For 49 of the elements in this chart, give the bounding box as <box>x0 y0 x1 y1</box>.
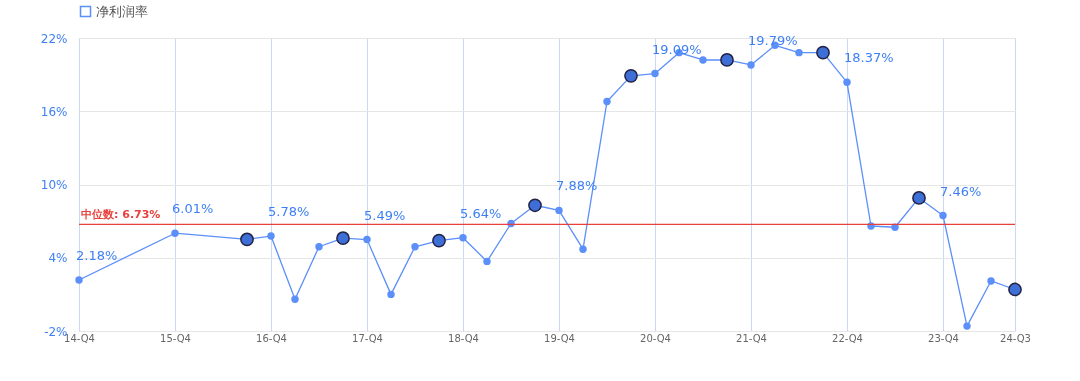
point <box>987 277 995 285</box>
x-tick-label: 16-Q4 <box>256 332 287 344</box>
point <box>315 243 323 251</box>
point <box>291 295 299 303</box>
x-tick-label: 22-Q4 <box>832 332 863 344</box>
x-tick-label: 19-Q4 <box>544 332 575 344</box>
x-tick-label: 23-Q4 <box>928 332 959 344</box>
data-label: 7.46% <box>940 183 982 199</box>
y-tick-label: 4% <box>48 251 68 266</box>
x-tick-label: 21-Q4 <box>736 332 767 344</box>
point <box>651 69 659 78</box>
data-label: 2.18% <box>76 247 118 263</box>
ref-line-label: 中位数: 6.73% <box>81 208 161 222</box>
data-label: 5.64% <box>460 205 502 221</box>
point <box>939 211 947 220</box>
point <box>747 61 755 69</box>
point <box>528 198 542 213</box>
point <box>795 48 803 57</box>
point <box>483 257 491 266</box>
legend-label: 净利润率 <box>96 3 148 19</box>
x-tick-label: 15-Q4 <box>160 332 191 344</box>
point <box>624 68 638 83</box>
y-tick-label: -2% <box>44 324 68 339</box>
point <box>336 231 350 246</box>
x-tick-label: 20-Q4 <box>640 332 671 344</box>
data-label: 18.37% <box>844 50 894 66</box>
y-tick-label: 16% <box>40 104 68 119</box>
x-tick-label: 17-Q4 <box>352 332 383 344</box>
data-label: 6.01% <box>172 201 214 217</box>
point <box>555 206 563 215</box>
point <box>843 78 851 87</box>
point <box>579 245 587 253</box>
point <box>363 235 371 244</box>
point <box>387 290 395 299</box>
data-label: 5.49% <box>364 207 406 223</box>
point <box>699 56 707 64</box>
point <box>75 276 83 284</box>
point <box>963 322 971 330</box>
point <box>603 97 611 106</box>
data-label: 19.79% <box>748 32 798 48</box>
point <box>171 229 179 237</box>
y-tick-label: 10% <box>40 178 68 192</box>
y-tick-label: 22% <box>40 31 68 46</box>
point <box>411 243 419 251</box>
x-tick-label: 18-Q4 <box>448 332 479 344</box>
x-tick-label: 24-Q3 <box>1000 332 1031 344</box>
data-label: 5.78% <box>268 204 310 220</box>
point <box>459 234 467 242</box>
point <box>267 232 275 240</box>
